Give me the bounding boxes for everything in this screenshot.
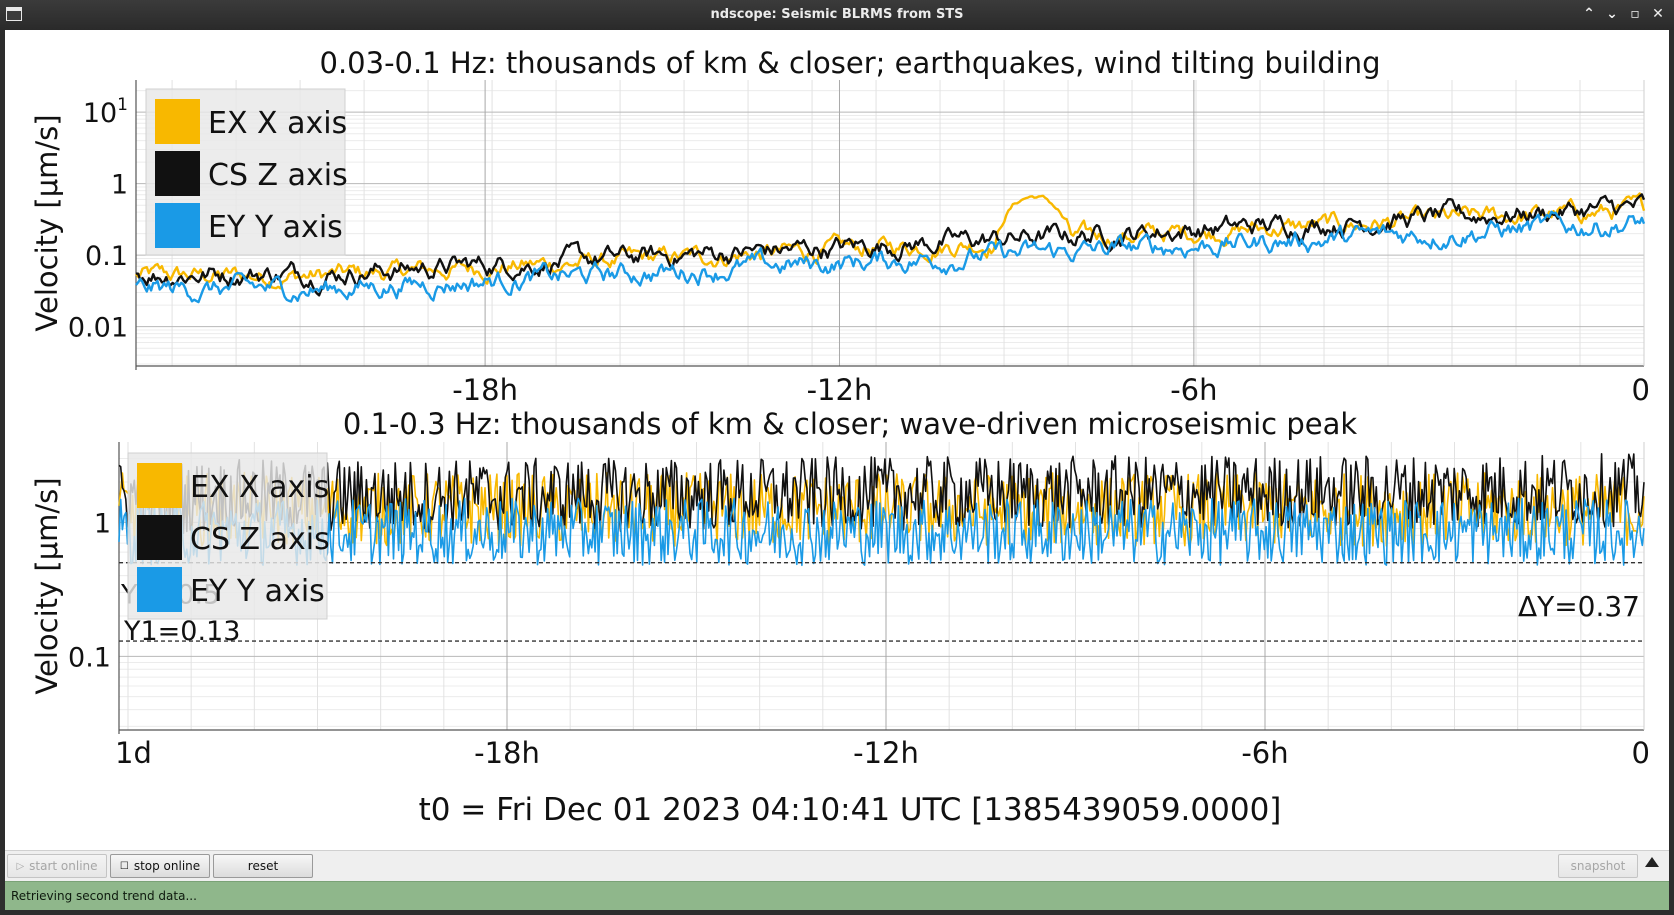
plot-panel-1[interactable]: 101 1 0.1 0.01 -18h -12h -6h 0 0.03-0.1 Hz: thou… [30, 46, 1650, 407]
legend-label: CS Z axis [190, 522, 330, 557]
legend-swatch-cs [155, 151, 200, 196]
start-online-label: start online [29, 859, 98, 873]
window-bottom-border [0, 910, 1674, 915]
y-axis-label: Velocity [μm/s] [30, 114, 64, 331]
start-online-button[interactable]: ▷ start online [7, 854, 107, 878]
reset-label: reset [247, 859, 279, 873]
window-titlebar[interactable]: ndscope: Seismic BLRMS from STS ⌃ ⌄ ▫ ✕ [0, 0, 1674, 30]
snapshot-button[interactable]: snapshot [1558, 854, 1638, 878]
stop-icon: ☐ [119, 860, 129, 872]
plot-title: 0.1-0.3 Hz: thousands of km & closer; wa… [343, 407, 1358, 441]
app-window-icon [6, 7, 22, 21]
x-tick-label: -18h [474, 736, 540, 770]
x-tick-label: 1d [115, 736, 152, 770]
x-tick-label: -6h [1241, 736, 1288, 770]
cs-z-axis-trace [118, 453, 1645, 535]
cs-z-axis-trace [135, 193, 1646, 297]
stop-online-label: stop online [133, 859, 201, 873]
x-tick-label: -12h [807, 373, 873, 407]
x-tick-label: 0 [1632, 736, 1650, 770]
cursor-y2-label: Y1=0.13 [123, 616, 240, 647]
collapse-panel-icon[interactable] [1645, 857, 1659, 867]
ndscope-plot-area[interactable]: 101 1 0.1 0.01 -18h -12h -6h 0 0.03-0.1 Hz: thou… [0, 30, 1674, 850]
t0-label: t0 = Fri Dec 01 2023 04:10:41 UTC [13854… [419, 792, 1282, 828]
x-tick-label: -12h [853, 736, 919, 770]
snapshot-label: snapshot [1570, 859, 1626, 873]
stop-online-button[interactable]: ☐ stop online [110, 854, 210, 878]
maximize-window-icon[interactable]: ▫ [1630, 6, 1640, 22]
window-frame [0, 30, 1674, 915]
y-tick-label: 1 [94, 508, 111, 539]
legend-label: EY Y axis [190, 574, 325, 609]
minimize-window-icon[interactable]: ⌃ [1583, 6, 1595, 22]
x-tick-label: 0 [1632, 373, 1650, 407]
y-tick-label: 0.1 [85, 241, 128, 272]
ey-y-axis-trace [135, 210, 1646, 304]
plot-legend[interactable]: EX X axis CS Z axis EY Y axis [127, 452, 330, 620]
reset-button[interactable]: reset [213, 854, 313, 878]
plot-title: 0.03-0.1 Hz: thousands of km & closer; e… [320, 46, 1381, 80]
legend-swatch-ey [155, 203, 200, 248]
x-tick-label: -6h [1170, 373, 1217, 407]
plot-legend[interactable]: EX X axis CS Z axis EY Y axis [145, 88, 348, 256]
play-icon: ▷ [16, 860, 25, 872]
ey-y-axis-trace [118, 497, 1645, 567]
legend-swatch-ex [155, 99, 200, 144]
status-bar: Retrieving second trend data... [5, 881, 1669, 910]
y-axis-label: Velocity [μm/s] [30, 477, 64, 694]
legend-label: CS Z axis [208, 158, 348, 193]
window-title: ndscope: Seismic BLRMS from STS [710, 7, 964, 22]
x-tick-label: -18h [452, 373, 518, 407]
plot-panel-2[interactable]: 1 0.1 1d -18h -12h -6h 0 0.1-0.3 Hz: thousands … [30, 407, 1650, 770]
ex-x-axis-trace [135, 192, 1646, 290]
legend-swatch-ey [137, 567, 182, 612]
y-tick-label: 0.01 [68, 313, 128, 344]
ex-x-axis-trace [118, 471, 1645, 547]
legend-label: EX X axis [208, 106, 347, 141]
y-tick-label: 0.1 [68, 642, 111, 673]
cursor-delta-label: ΔY=0.37 [1518, 590, 1640, 623]
y-tick-label: 101 [83, 95, 128, 129]
legend-label: EY Y axis [208, 210, 343, 245]
control-bar: ▷ start online ☐ stop online reset snaps… [5, 850, 1669, 881]
legend-swatch-cs [137, 515, 182, 560]
y-tick-label: 1 [111, 170, 128, 201]
legend-label: EX X axis [190, 470, 329, 505]
legend-swatch-ex [137, 463, 182, 508]
close-window-icon[interactable]: ✕ [1652, 6, 1664, 22]
restore-window-icon[interactable]: ⌄ [1606, 6, 1618, 22]
